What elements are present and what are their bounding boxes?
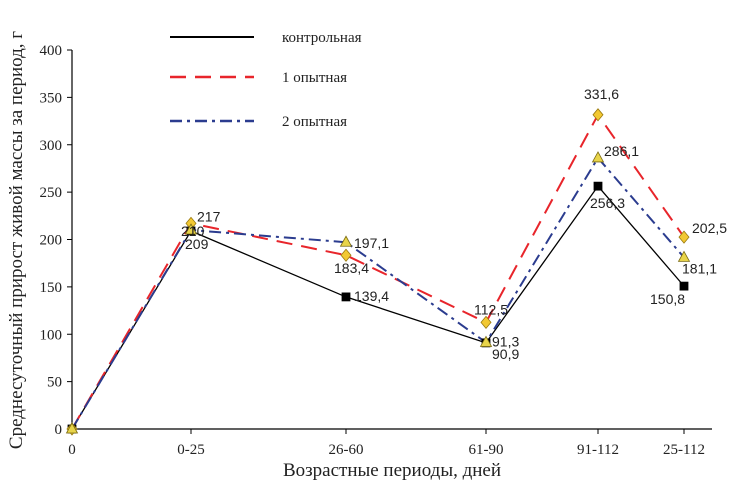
data-labels: 209 139,4 90,9 256,3 150,8 217 183,4 112,5 331,6… — [181, 86, 727, 362]
series-3-point — [479, 335, 493, 347]
x-tick-label: 0 — [68, 442, 76, 458]
data-label: 331,6 — [584, 86, 619, 102]
x-tick-label: 0-25 — [177, 442, 205, 458]
data-label: 209 — [185, 236, 209, 252]
x-tick-label: 91-112 — [577, 442, 619, 458]
data-label: 217 — [197, 208, 221, 224]
data-label: 210 — [181, 223, 205, 239]
x-tick-label: 25-112 — [663, 442, 705, 458]
y-tick-label: 350 — [40, 90, 63, 106]
x-axis-title: Возрастные периоды, дней — [283, 460, 501, 481]
series-line-2 — [71, 112, 685, 430]
series-1-point — [341, 292, 351, 302]
data-label: 150,8 — [650, 291, 685, 307]
data-label: 256,3 — [590, 195, 625, 211]
y-axis-title: Среднесуточный прирост живой массы за пе… — [6, 31, 27, 449]
axes: 0 50 100 150 200 250 300 350 400 0 0-25 26-60 61-90 9… — [40, 43, 712, 458]
y-tick-label: 300 — [40, 138, 63, 154]
y-tick-label: 50 — [47, 375, 62, 391]
x-tick-label: 61-90 — [469, 442, 504, 458]
series-2-point — [340, 248, 352, 262]
legend-label-2: 1 опытная — [282, 70, 347, 86]
legend-label-1: контрольная — [282, 30, 362, 46]
y-tick-label: 250 — [40, 185, 63, 201]
data-label: 286,1 — [604, 143, 639, 159]
data-label: 181,1 — [682, 260, 717, 276]
data-label: 91,3 — [492, 333, 519, 349]
y-tick-label: 0 — [55, 422, 63, 438]
data-label: 112,5 — [474, 301, 508, 317]
series-line-3 — [71, 156, 685, 430]
y-tick-label: 150 — [40, 280, 63, 296]
data-label: 90,9 — [492, 346, 519, 362]
series-line-1 — [71, 185, 685, 430]
data-label: 197,1 — [354, 235, 389, 251]
x-tick-label: 26-60 — [329, 442, 364, 458]
series-3-point — [591, 151, 605, 163]
series-2-point — [592, 108, 604, 122]
series-2-point — [678, 230, 690, 244]
series-3-point — [339, 235, 353, 247]
data-label: 183,4 — [334, 260, 369, 276]
y-tick-label: 100 — [40, 327, 63, 343]
series-1-point — [593, 181, 603, 191]
series-markers — [65, 108, 691, 436]
y-tick-label: 400 — [40, 43, 63, 59]
legend: контрольная 1 опытная 2 опытная — [170, 30, 362, 130]
series-2-point — [480, 315, 492, 330]
series-1-point — [679, 281, 689, 291]
y-tick-label: 200 — [40, 233, 63, 249]
legend-label-3: 2 опытная — [282, 114, 347, 130]
series-3-point — [184, 223, 198, 235]
series-lines — [71, 112, 685, 430]
data-label: 202,5 — [692, 220, 727, 236]
data-label: 139,4 — [354, 288, 389, 304]
series-3-point — [677, 250, 691, 262]
series-3-point — [65, 422, 79, 434]
